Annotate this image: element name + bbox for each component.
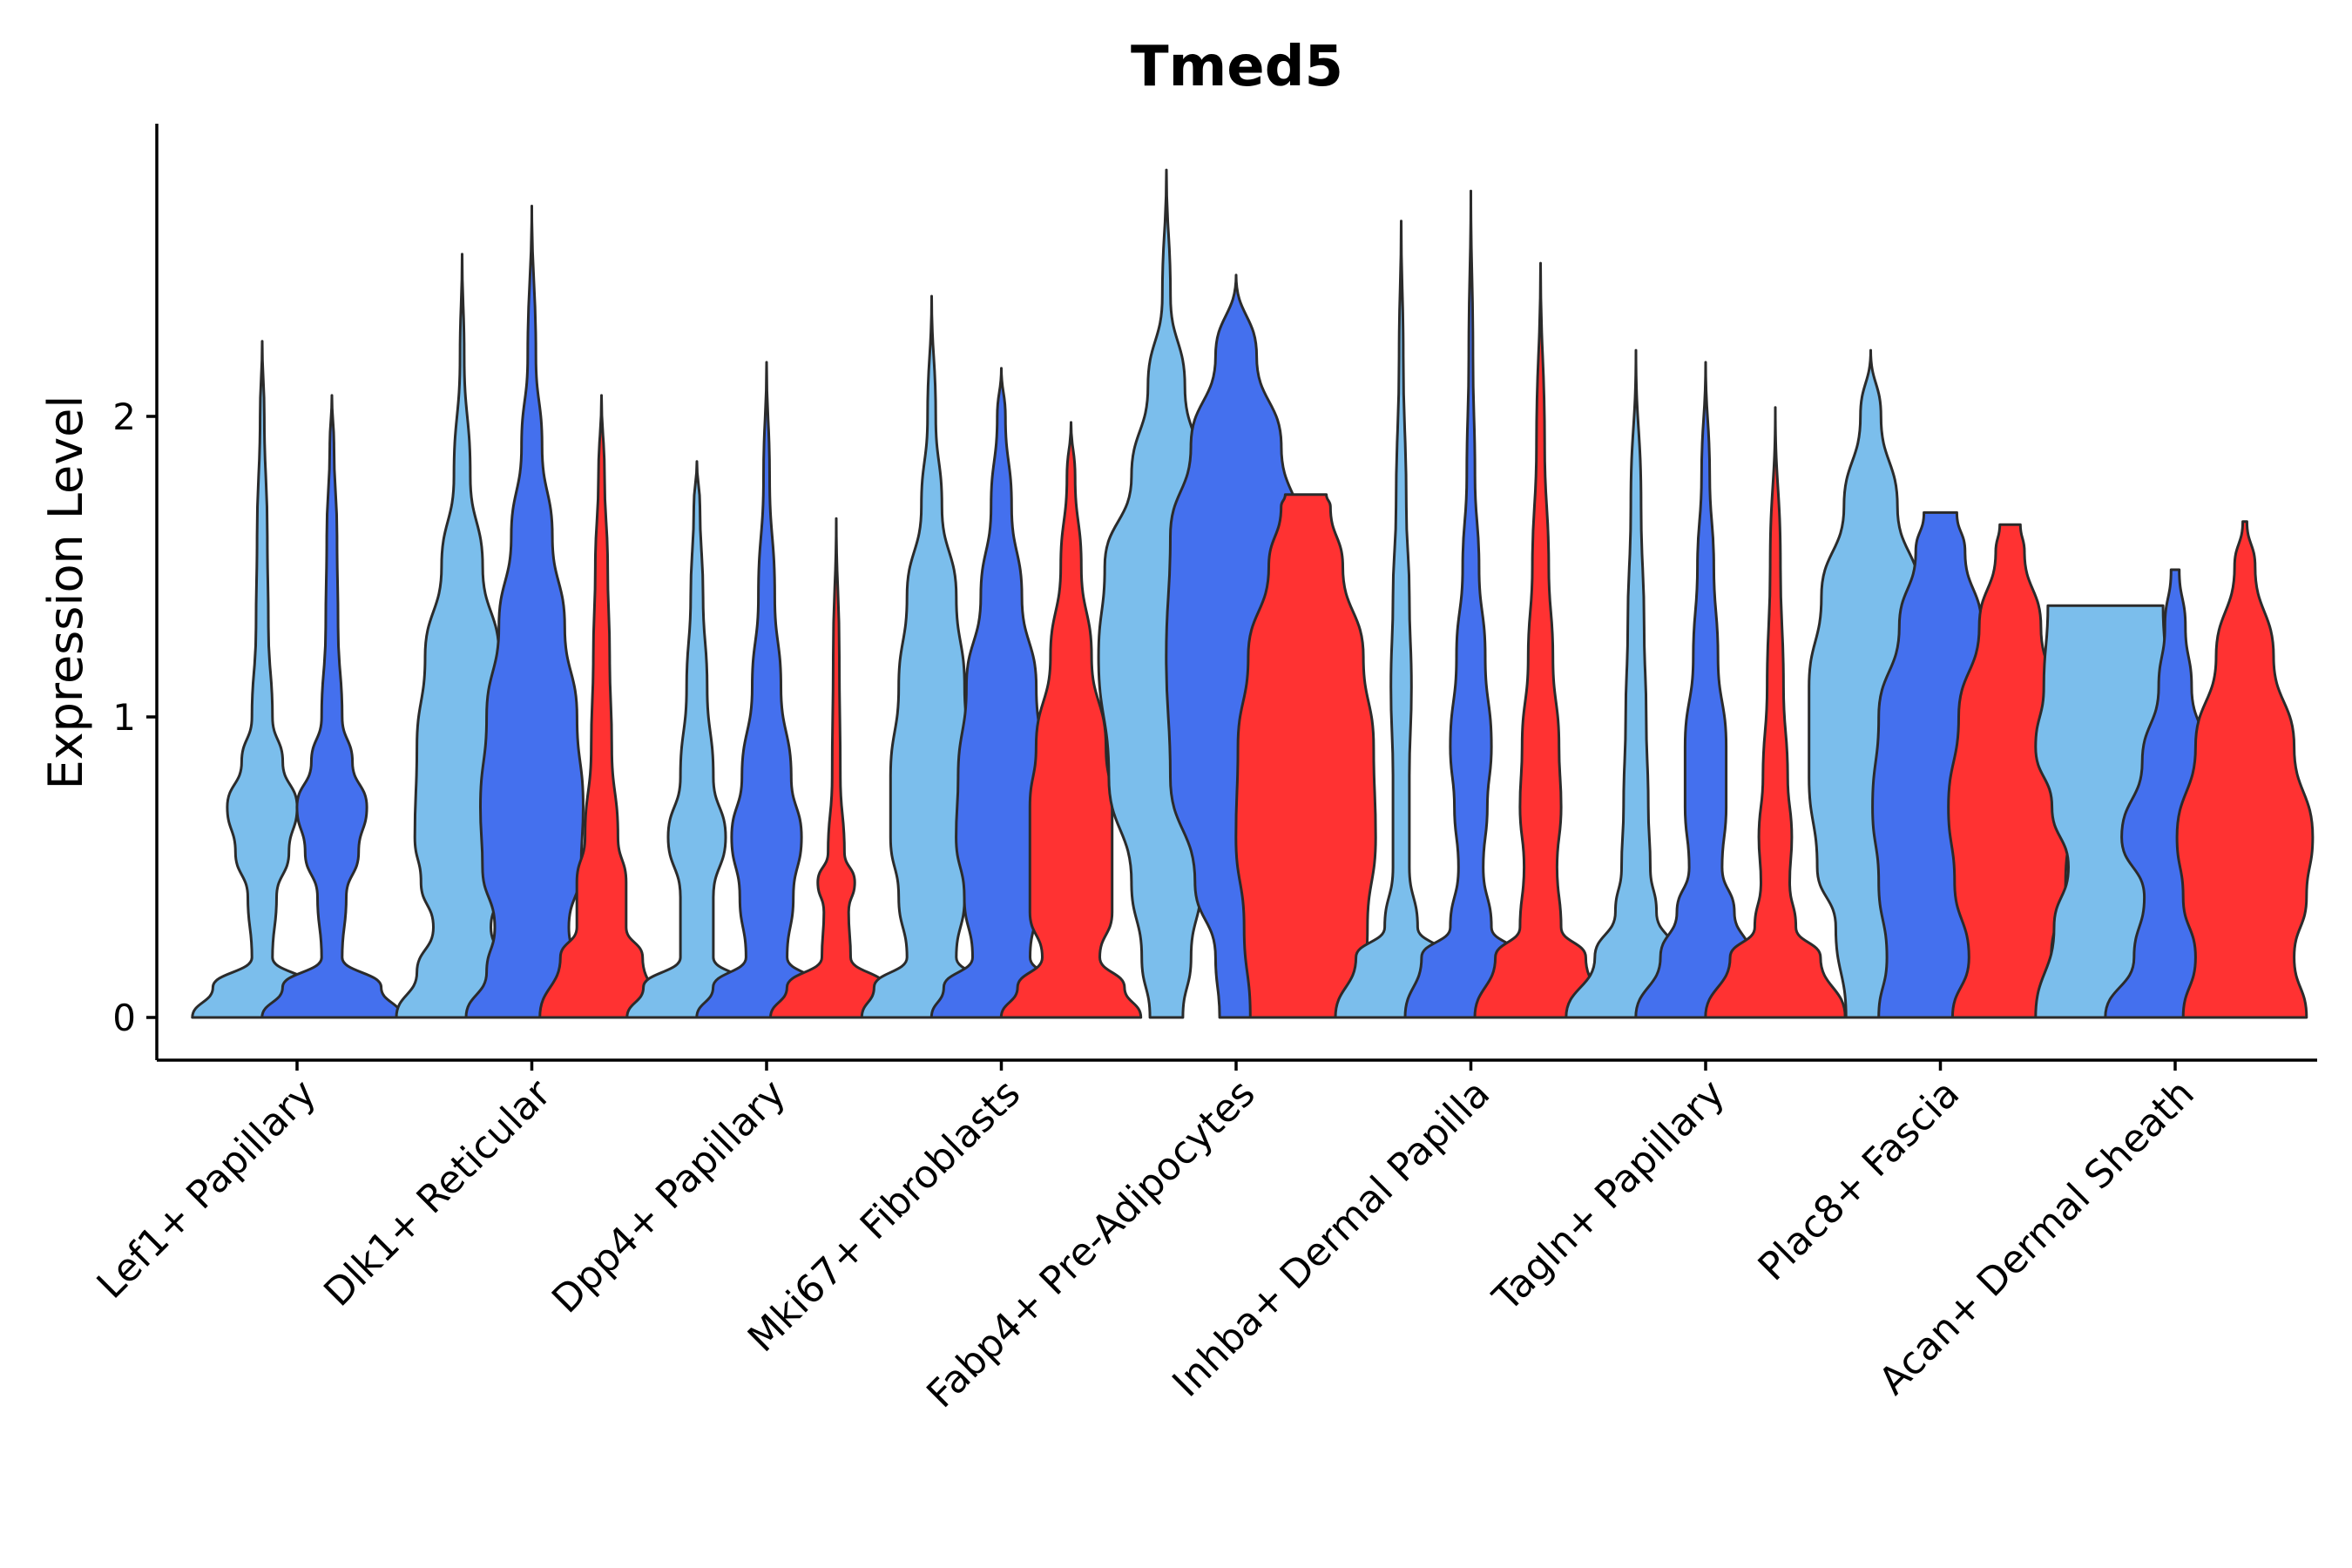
y-tick-label: 1: [112, 696, 136, 739]
violin-7-1: [1565, 348, 1707, 1019]
violin-6-1: [1334, 220, 1469, 1019]
x-tick-label: Dpp4+ Papillary: [544, 1071, 794, 1322]
violin-8-3: [1947, 523, 2073, 1019]
y-ticks: 0 1 2: [112, 395, 157, 1039]
y-axis-label: Expression Level: [38, 395, 93, 790]
x-tick-label: Lef1+ Papillary: [89, 1071, 325, 1308]
violin-6-3: [1473, 261, 1608, 1019]
violin-4-3: [999, 421, 1143, 1019]
violin-3-3: [769, 517, 903, 1019]
violin-1-1: [191, 340, 334, 1019]
violin-2-2: [464, 205, 599, 1019]
violin-5-3: [1234, 493, 1377, 1019]
violin-7-3: [1704, 406, 1847, 1019]
violin-6-2: [1403, 189, 1538, 1019]
x-tick-label: Tagln+ Papillary: [1484, 1071, 1734, 1321]
violin-3-1: [625, 460, 768, 1019]
violin-layer: [191, 168, 2315, 1019]
violin-7-2: [1634, 361, 1777, 1019]
chart-title: Tmed5: [1131, 35, 1343, 99]
y-tick-label: 0: [112, 997, 136, 1039]
violin-3-2: [695, 361, 838, 1019]
x-tick-label: Dlk1+ Reticular: [315, 1071, 560, 1315]
y-tick-label: 2: [112, 395, 136, 438]
violin-2-3: [538, 394, 665, 1019]
x-tick-label: Plac8+ Fascia: [1750, 1071, 1969, 1290]
violin-1-2: [260, 394, 403, 1019]
violin-9-3: [2175, 520, 2315, 1019]
